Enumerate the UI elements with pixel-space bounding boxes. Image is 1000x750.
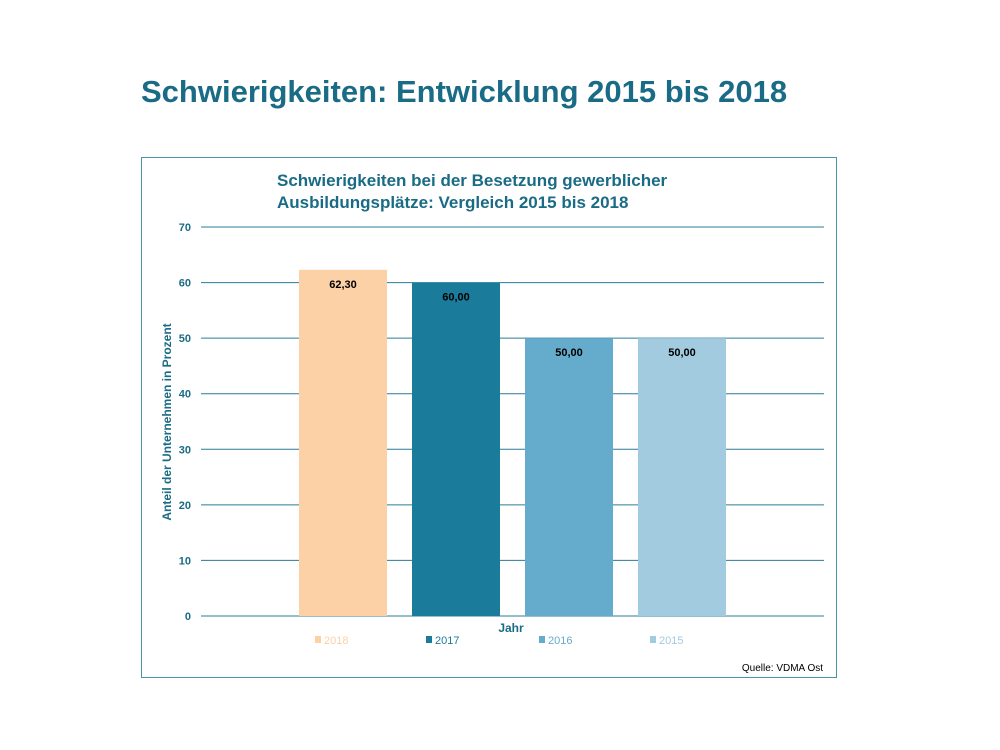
y-tick-label: 30 [179, 444, 191, 456]
legend-label-2018: 2018 [324, 635, 348, 647]
legend-label-2016: 2016 [548, 635, 572, 647]
value-label-2016: 50,00 [555, 347, 583, 359]
source-note: Quelle: VDMA Ost [742, 663, 823, 674]
legend: 2018 2017 2016 2015 [315, 635, 683, 647]
bar-2016 [525, 338, 613, 616]
y-tick-label: 70 [179, 222, 191, 234]
legend-swatch-2018 [315, 636, 321, 643]
legend-swatch-2017 [426, 636, 432, 643]
chart-title-line-2: Ausbildungsplätze: Vergleich 2015 bis 20… [277, 193, 628, 212]
value-labels: 62,30 60,00 50,00 50,00 [329, 279, 696, 359]
bar-2015 [638, 338, 726, 616]
legend-label-2015: 2015 [659, 635, 683, 647]
legend-label-2017: 2017 [435, 635, 459, 647]
legend-swatch-2016 [539, 636, 545, 643]
bar-2017 [412, 282, 500, 616]
x-axis-title: Jahr [498, 621, 524, 635]
slide-title: Schwierigkeiten: Entwicklung 2015 bis 20… [141, 74, 788, 109]
value-label-2018: 62,30 [329, 279, 357, 291]
y-tick-label: 50 [179, 333, 191, 345]
y-axis-ticks: 0 10 20 30 40 50 60 70 [179, 222, 191, 623]
chart-frame: Schwierigkeiten bei der Besetzung gewerb… [141, 157, 837, 678]
bar-chart: Schwierigkeiten bei der Besetzung gewerb… [160, 171, 824, 674]
y-tick-label: 60 [179, 278, 191, 290]
y-axis-title: Anteil der Unternehmen in Prozent [160, 323, 174, 520]
y-tick-label: 0 [185, 611, 191, 623]
bars [299, 269, 726, 616]
legend-swatch-2015 [650, 636, 656, 643]
y-tick-label: 10 [179, 555, 191, 567]
value-label-2017: 60,00 [442, 292, 470, 304]
chart-title-line-1: Schwierigkeiten bei der Besetzung gewerb… [277, 171, 668, 190]
y-tick-label: 40 [179, 389, 191, 401]
bar-2018 [299, 269, 387, 616]
gridlines [201, 226, 824, 617]
value-label-2015: 50,00 [668, 347, 696, 359]
y-tick-label: 20 [179, 500, 191, 512]
